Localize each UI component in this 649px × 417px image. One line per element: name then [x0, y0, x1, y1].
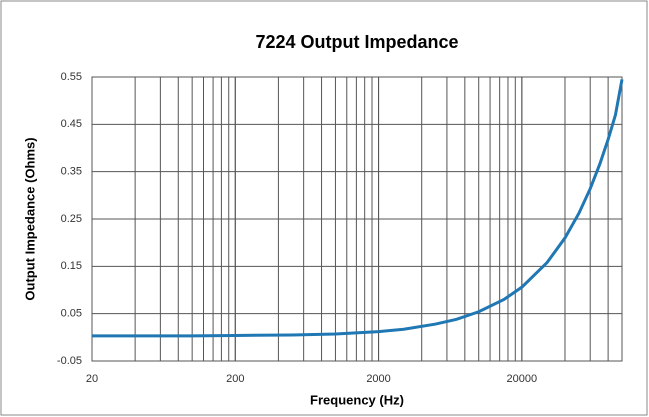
- line-series: [92, 79, 624, 338]
- y-tick-label: -0.05: [57, 355, 82, 367]
- y-tick-label: 0.15: [61, 260, 82, 272]
- x-tick-label: 2000: [366, 373, 390, 385]
- y-tick-label: 0.25: [61, 213, 82, 225]
- y-tick-label: 0.35: [61, 166, 82, 178]
- x-tick-label: 20000: [507, 373, 538, 385]
- x-axis-label: Frequency (Hz): [310, 392, 404, 407]
- y-tick-label: 0.05: [61, 308, 82, 320]
- x-tick-label: 200: [226, 373, 244, 385]
- y-tick-label: 0.45: [61, 118, 82, 130]
- y-tick-label: 0.55: [61, 71, 82, 83]
- y-axis-label: Output Impedance (Ohms): [22, 137, 37, 300]
- chart-title: 7224 Output Impedance: [255, 32, 458, 52]
- x-tick-label: 20: [86, 373, 98, 385]
